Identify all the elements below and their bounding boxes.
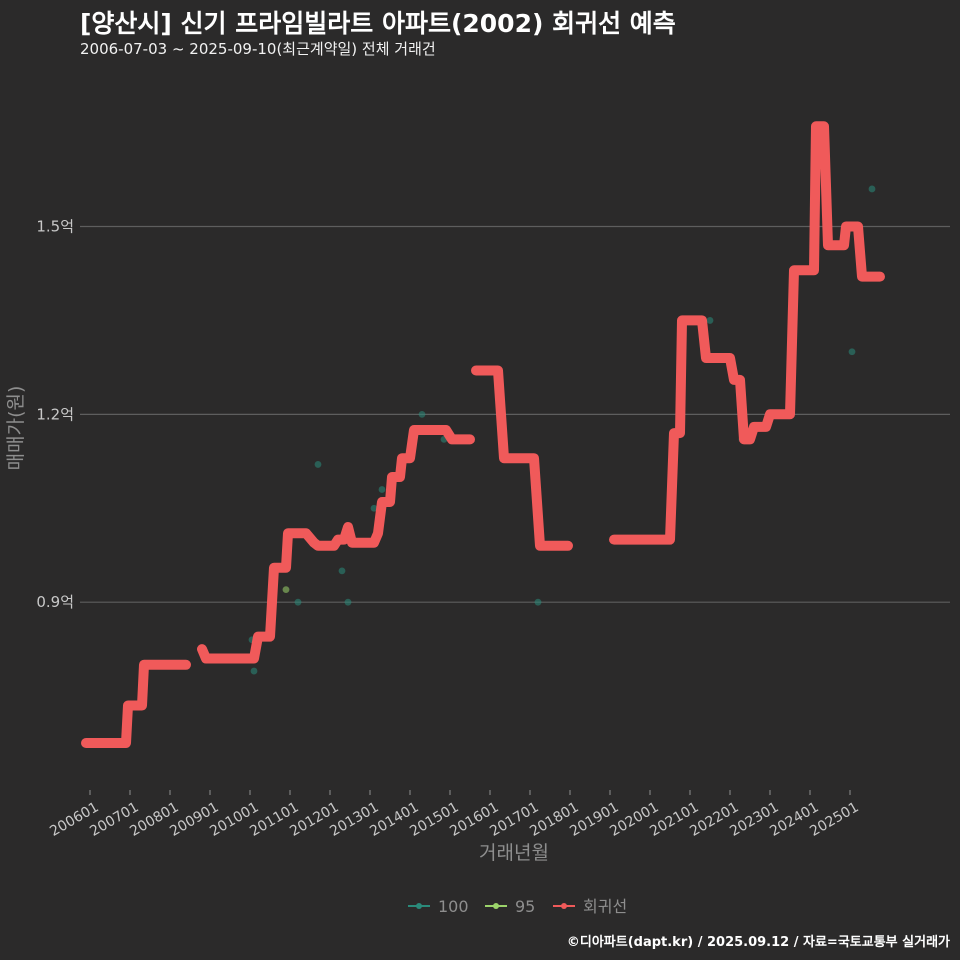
y-axis-ticks: 0.9억 1.2억 1.5억: [36, 218, 74, 612]
legend-key-dot: [416, 903, 422, 909]
data-point-100: [250, 667, 258, 675]
data-point-100: [534, 598, 542, 606]
data-point-100: [338, 567, 346, 575]
regression-line-segment: [471, 365, 573, 551]
scatter-points: [248, 185, 876, 675]
chart-title: [양산시] 신기 프라임빌라트 아파트(2002) 회귀선 예측: [80, 9, 676, 38]
regression-line-segment: [609, 121, 885, 545]
legend-key-dot: [561, 903, 567, 909]
legend-label: 95: [515, 897, 535, 916]
y-tick-label: 1.2억: [36, 405, 74, 423]
x-axis-ticks: 2006012007012008012009012010012011012012…: [47, 790, 862, 840]
regression-line-segment: [81, 659, 191, 748]
data-point-95: [282, 586, 290, 594]
x-axis-title: 거래년월: [479, 842, 549, 864]
data-point-100: [314, 461, 322, 468]
data-point-100: [378, 486, 386, 493]
data-point-100: [706, 317, 714, 324]
regression-lines: [81, 121, 885, 748]
legend-label: 100: [438, 897, 469, 916]
y-tick-label: 1.5억: [36, 218, 74, 236]
legend-key-dot: [493, 903, 499, 909]
data-point-100: [848, 348, 856, 356]
y-tick-label: 0.9억: [36, 593, 74, 611]
legend: 100 95 회귀선: [408, 897, 627, 916]
y-axis-title: 매매가(원): [5, 386, 27, 471]
footer-credit: ©디아파트(dapt.kr) / 2025.09.12 / 자료=국토교통부 실…: [566, 935, 950, 950]
regression-line-segment: [197, 425, 475, 664]
legend-label: 회귀선: [583, 897, 627, 916]
chart-subtitle: 2006-07-03 ~ 2025-09-10(최근계약일) 전체 거래건: [80, 40, 436, 58]
data-point-100: [418, 410, 426, 418]
data-point-100: [370, 504, 378, 512]
data-point-100: [294, 598, 302, 606]
data-point-100: [868, 185, 876, 193]
gridlines: [80, 225, 950, 603]
data-point-100: [344, 598, 352, 606]
